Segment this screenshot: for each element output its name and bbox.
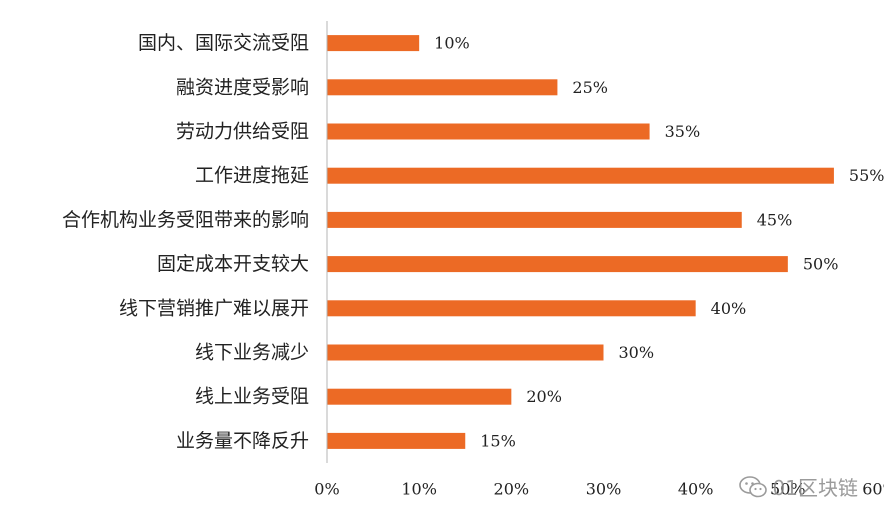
data-label: 45% (757, 210, 793, 229)
bar (327, 388, 512, 405)
x-axis-tick-labels: 0% 10% 20% 30% 40% 50% 60% (314, 480, 884, 499)
bar (327, 79, 558, 96)
bar (327, 211, 742, 228)
watermark-text: 01区块链 (772, 476, 858, 500)
data-label: 50% (803, 255, 839, 274)
x-tick-label: 50% (770, 480, 806, 499)
bar (327, 123, 650, 140)
data-label: 25% (572, 78, 608, 97)
x-tick-label: 60% (862, 480, 884, 499)
data-label: 10% (434, 34, 470, 53)
bar (327, 432, 466, 449)
data-label: 55% (849, 166, 884, 185)
x-tick-label: 10% (401, 480, 437, 499)
bar (327, 35, 420, 52)
bar (327, 300, 696, 317)
category-label: 劳动力供给受阻 (176, 121, 309, 143)
category-labels: 国内、国际交流受阻融资进度受影响劳动力供给受阻工作进度拖延合作机构业务受阻带来的… (62, 32, 309, 452)
category-label: 合作机构业务受阻带来的影响 (62, 209, 309, 231)
x-tick-label: 40% (678, 480, 714, 499)
x-tick-label: 30% (586, 480, 622, 499)
wechat-icon (738, 475, 767, 497)
category-label: 工作进度拖延 (195, 165, 309, 187)
data-label: 20% (526, 387, 562, 406)
category-label: 线下业务减少 (195, 342, 309, 364)
category-label: 线上业务受阻 (195, 386, 309, 408)
bar (327, 167, 834, 184)
bar (327, 344, 604, 361)
x-tick-label: 0% (314, 480, 339, 499)
data-label: 40% (711, 299, 747, 318)
category-label: 业务量不降反升 (176, 430, 309, 452)
category-label: 国内、国际交流受阻 (138, 32, 309, 54)
bar (327, 256, 788, 273)
data-label: 35% (665, 122, 701, 141)
category-label: 融资进度受影响 (176, 76, 309, 98)
data-label: 15% (480, 431, 516, 450)
data-label: 30% (619, 343, 655, 362)
data-labels: 10% 25% 35% 55% 45% 50% 40% 30% 20% 15% (434, 34, 884, 451)
x-tick-label: 20% (494, 480, 530, 499)
bars-layer (327, 35, 834, 449)
watermark: 01区块链 (738, 472, 858, 501)
category-label: 线下营销推广难以展开 (119, 297, 309, 319)
category-label: 固定成本开支较大 (157, 253, 309, 275)
